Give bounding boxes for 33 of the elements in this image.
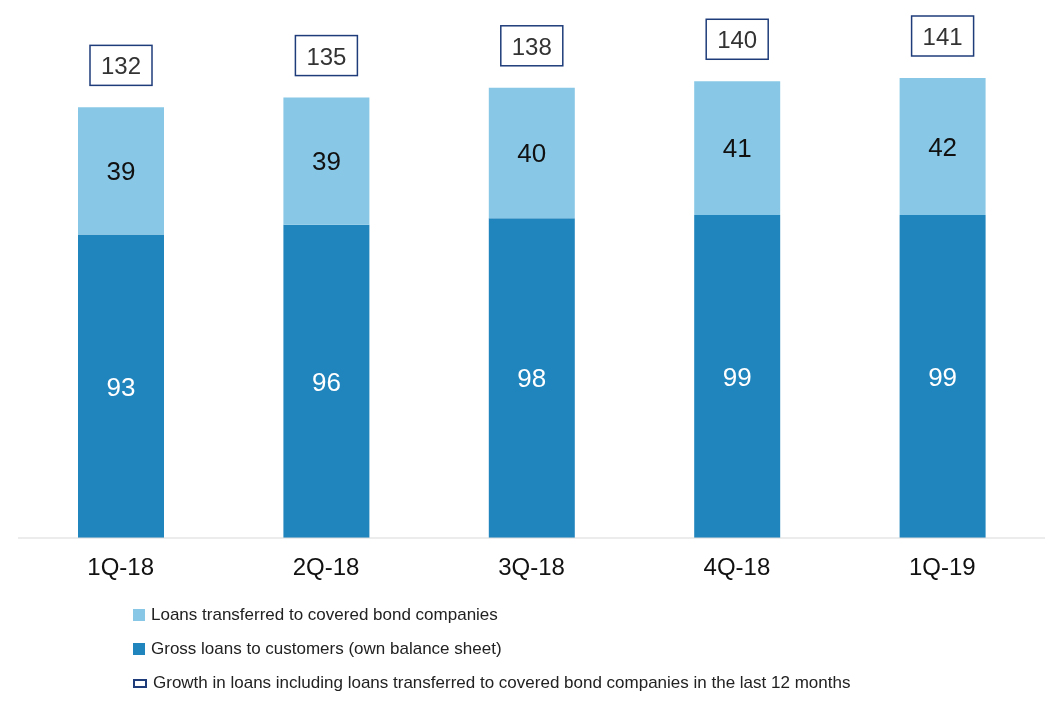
total-label: 140: [717, 26, 758, 54]
bar: [694, 215, 781, 538]
bar: [78, 107, 164, 235]
bar: [694, 81, 781, 216]
text: Growth in loans including loans transferred to covered bond companies in the last 12 months: [153, 673, 851, 693]
data-label: 98: [517, 363, 547, 394]
x-tick-label: 1Q-19: [908, 553, 976, 581]
data-label: 39: [311, 146, 341, 177]
x-tick-label: 1Q-18: [87, 553, 155, 581]
x-tick-label: 4Q-18: [703, 553, 771, 581]
legend-label: Loans transferred to covered bond companies: [151, 605, 498, 625]
bar: [283, 97, 370, 225]
total-label: 132: [100, 52, 142, 80]
legend-label: Gross loans to customers (own balance sheet): [151, 639, 502, 659]
data-label: 41: [722, 133, 752, 164]
total-label: 138: [511, 32, 552, 60]
total-label: 135: [306, 42, 347, 70]
data-label: 40: [517, 138, 547, 169]
x-tick-label: 3Q-18: [498, 553, 565, 581]
bar: [488, 87, 575, 219]
x-tick-label: 2Q-18: [292, 553, 360, 581]
bar: [283, 224, 370, 538]
bar: [899, 215, 986, 538]
data-label: 39: [106, 156, 136, 187]
total-label: 141: [922, 23, 963, 50]
data-label: 93: [106, 371, 136, 402]
bar: [488, 218, 575, 538]
data-label: 96: [311, 366, 341, 397]
data-label: 99: [928, 361, 958, 392]
bar: [899, 78, 986, 216]
data-label: 42: [928, 131, 958, 162]
data-label: 99: [722, 361, 752, 392]
bar: [78, 234, 164, 538]
